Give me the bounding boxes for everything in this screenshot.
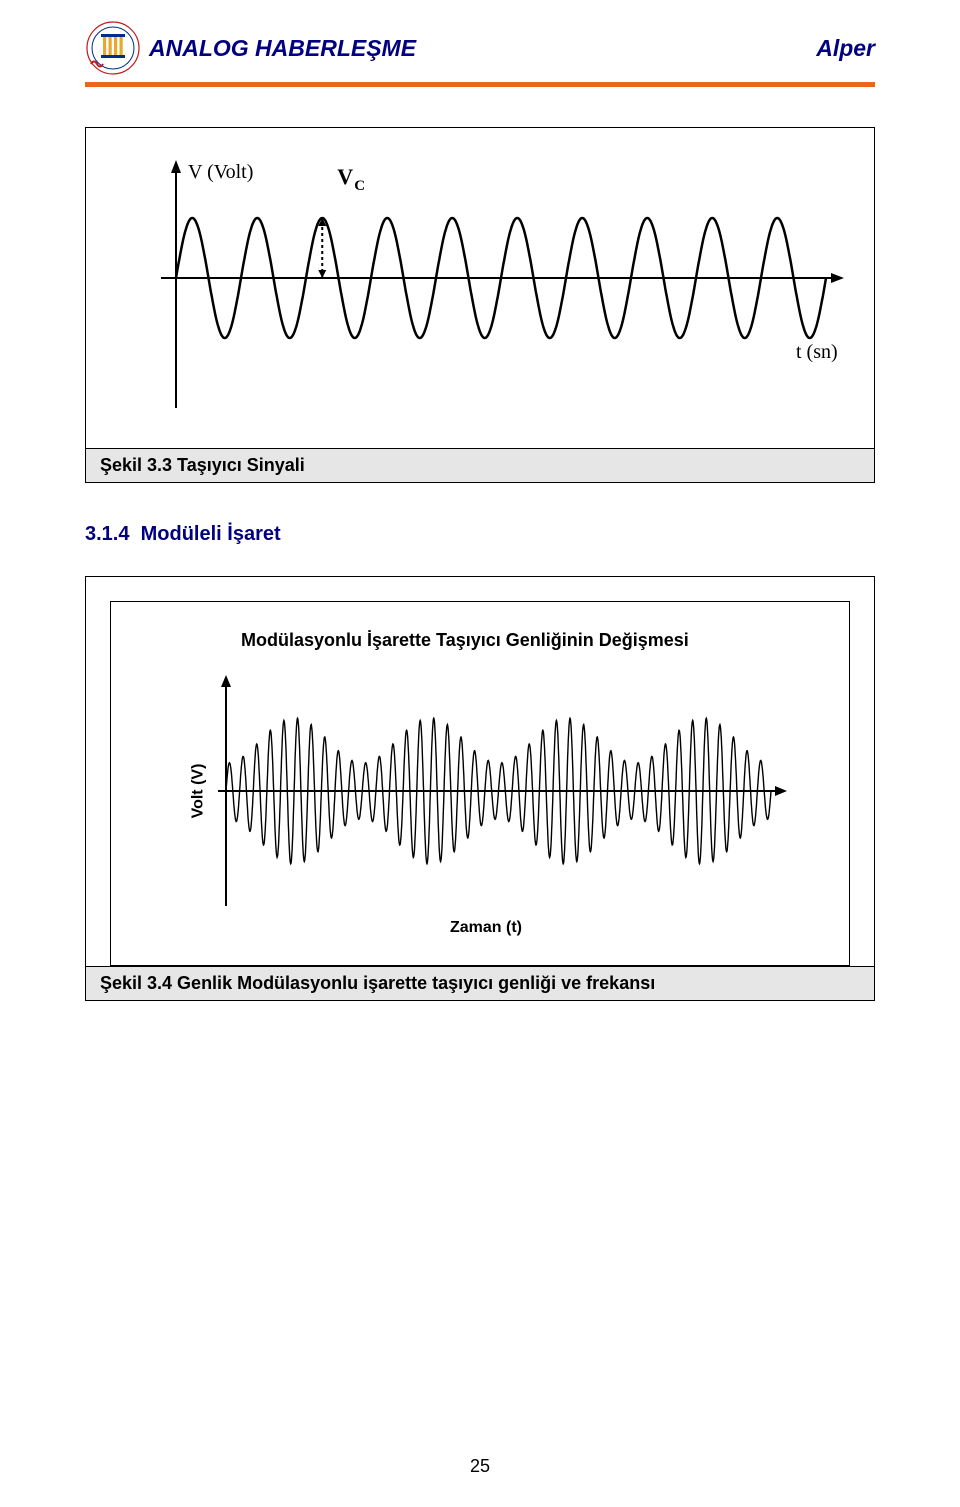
svg-text:C: C [354, 178, 365, 194]
page-number: 25 [470, 1456, 490, 1477]
course-title: ANALOG HABERLEŞME [149, 35, 416, 62]
header-left: ANALOG HABERLEŞME [85, 20, 416, 76]
figure-3-4-xlabel: Zaman (t) [151, 919, 821, 937]
figure-3-4-ylabel: Volt (V) [189, 764, 207, 819]
figure-3-4-title: Modülasyonlu İşarette Taşıyıcı Genliğini… [241, 630, 821, 651]
svg-text:t (sn): t (sn) [796, 341, 838, 363]
section-number: 3.1.4 [85, 523, 129, 545]
section-title: Modüleli İşaret [141, 523, 281, 545]
svg-text:V: V [337, 164, 353, 189]
carrier-wave-chart: V (Volt) VCt (sn) [116, 148, 846, 428]
figure-3-3-box: V (Volt) VCt (sn) Şekil 3.3 Taşıyıcı Siny… [85, 127, 875, 483]
figure-3-3-caption: Şekil 3.3 Taşıyıcı Sinyali [86, 448, 874, 482]
am-wave-chart [171, 671, 811, 911]
section-heading: 3.1.4 Modüleli İşaret [85, 523, 875, 546]
page-header: ANALOG HABERLEŞME Alper [85, 20, 875, 76]
figure-3-4-box: Modülasyonlu İşarette Taşıyıcı Genliğini… [85, 576, 875, 1001]
figure-3-4-inner: Modülasyonlu İşarette Taşıyıcı Genliğini… [110, 601, 850, 966]
header-divider [85, 82, 875, 87]
svg-text:V (Volt): V (Volt) [188, 161, 253, 183]
figure-3-4-caption: Şekil 3.4 Genlik Modülasyonlu işarette t… [86, 966, 874, 1000]
university-logo [85, 20, 141, 76]
author-name: Alper [816, 35, 875, 62]
